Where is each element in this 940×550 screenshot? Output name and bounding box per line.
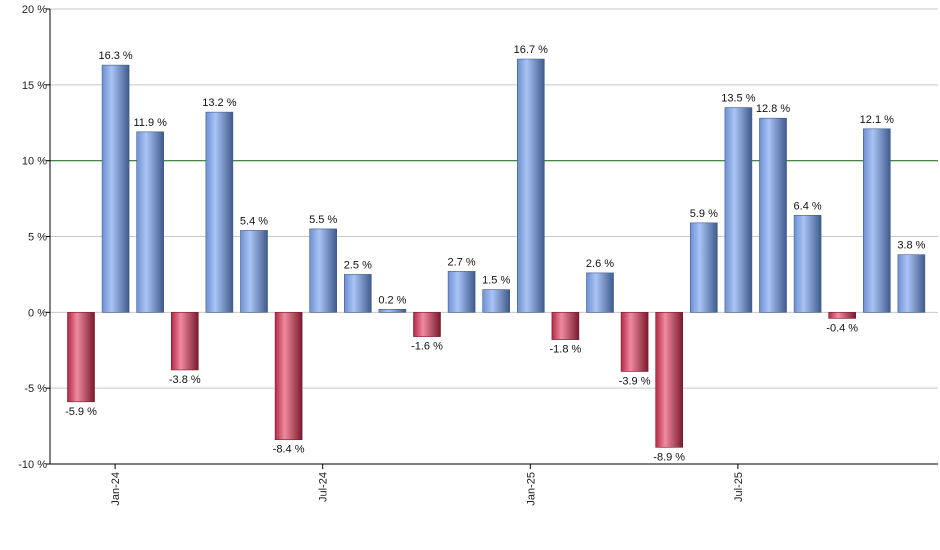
bar-May-24 [240, 230, 268, 313]
data-label-Jan-25: 16.7 % [514, 44, 548, 56]
bar-Jan-24 [101, 64, 130, 313]
data-label-May-25: -8.9 % [653, 451, 685, 463]
y-tick-label: -5 % [24, 383, 47, 395]
data-label-Oct-24: -1.6 % [411, 341, 443, 353]
bar-Aug-25 [759, 117, 787, 313]
y-tick-labels: -10 % -5 % 0 % 5 % 10 % 15 % 20 % [18, 4, 47, 471]
data-labels: -5.9 % 16.3 % 11.9 % -3.8 % 13.2 % 5.4 % -8.4 … [65, 44, 926, 463]
bar-Oct-25 [828, 312, 857, 319]
bar-Feb-25 [551, 312, 580, 340]
data-label-Jan-24: 16.3 % [98, 50, 132, 62]
y-tick-label: 0 % [28, 307, 47, 319]
bar-Nov-25 [862, 128, 891, 313]
data-label-Dec-24: 1.5 % [482, 275, 510, 287]
data-label-Aug-24: 2.5 % [344, 259, 372, 271]
bar-Apr-25 [620, 312, 649, 372]
bars [67, 58, 926, 448]
bar-Jun-25 [689, 222, 718, 313]
bar-Aug-24 [343, 274, 372, 313]
data-label-May-24: 5.4 % [240, 215, 268, 227]
bar-Jul-25 [724, 107, 753, 313]
axes [46, 8, 938, 469]
bar-Sep-25 [793, 214, 822, 313]
data-label-Apr-24: 13.2 % [202, 97, 236, 109]
bar-Jul-24 [309, 228, 338, 313]
data-label-Nov-24: 2.7 % [448, 256, 476, 268]
x-tick-label: Jan-24 [110, 472, 122, 506]
data-label-Sep-24: 0.2 % [378, 294, 406, 306]
bar-Dec-24 [482, 289, 511, 313]
data-label-Aug-25: 12.8 % [756, 103, 790, 115]
x-tick-label: Jul-24 [318, 472, 330, 502]
bar-Mar-25 [586, 272, 614, 313]
data-label-Nov-25: 12.1 % [860, 114, 894, 126]
x-tick-labels: Jan-24 Jul-24 Jan-25 Jul-25 [110, 472, 745, 506]
bar-Feb-24 [136, 131, 164, 313]
x-tick-label: Jan-25 [525, 472, 537, 506]
x-tick-label: Jul-25 [733, 472, 745, 502]
bar-Jun-24 [274, 312, 303, 441]
data-label-Feb-24: 11.9 % [133, 117, 167, 129]
data-label-Sep-25: 6.4 % [794, 200, 822, 212]
data-label-Mar-25: 2.6 % [586, 258, 614, 270]
y-tick-label: 20 % [22, 4, 47, 16]
bar-Dec-23 [67, 312, 95, 403]
bar-May-25 [655, 312, 684, 448]
y-tick-label: 5 % [28, 232, 47, 244]
data-label-Feb-25: -1.8 % [550, 344, 582, 356]
bar-Sep-24 [378, 308, 407, 313]
data-label-Dec-25: 3.8 % [897, 240, 925, 252]
bar-Oct-24 [413, 312, 441, 337]
bar-Mar-24 [171, 312, 199, 371]
bar-Dec-25 [897, 254, 926, 313]
data-label-Jul-24: 5.5 % [309, 214, 337, 226]
data-label-Dec-23: -5.9 % [65, 406, 97, 418]
bar-Nov-24 [447, 271, 476, 313]
data-label-Jun-25: 5.9 % [690, 208, 718, 220]
bar-Jan-25 [516, 58, 545, 313]
y-tick-label: -10 % [18, 459, 47, 471]
data-label-Mar-24: -3.8 % [169, 374, 201, 386]
data-label-Apr-25: -3.9 % [619, 375, 651, 387]
y-tick-label: 15 % [22, 80, 47, 92]
bar-Apr-24 [205, 111, 234, 313]
data-label-Oct-25: -0.4 % [826, 322, 858, 334]
y-tick-label: 10 % [22, 156, 47, 168]
data-label-Jun-24: -8.4 % [273, 444, 305, 456]
data-label-Jul-25: 13.5 % [721, 93, 755, 105]
